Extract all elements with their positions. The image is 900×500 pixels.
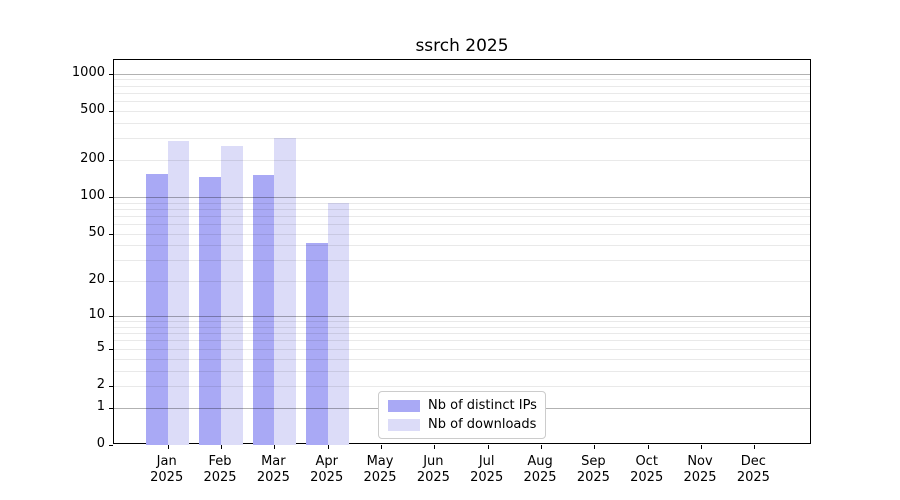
minor-gridline-90 bbox=[114, 202, 810, 204]
y-tick-mark-500 bbox=[109, 110, 113, 112]
y-tick-label-1000: 1000 bbox=[71, 64, 105, 80]
minor-gridline-7 bbox=[114, 333, 810, 335]
x-tick-mark-7 bbox=[541, 445, 543, 449]
minor-gridline-500 bbox=[114, 110, 810, 112]
y-tick-mark-20 bbox=[109, 281, 113, 283]
y-tick-mark-2 bbox=[109, 385, 113, 387]
x-tick-label-0: Jan 2025 bbox=[150, 454, 184, 485]
x-tick-mark-1 bbox=[221, 445, 223, 449]
minor-gridline-60 bbox=[114, 224, 810, 226]
x-tick-label-2: Mar 2025 bbox=[256, 454, 290, 485]
legend-swatch-downloads bbox=[388, 418, 420, 431]
bar-downloads-3 bbox=[327, 202, 350, 445]
y-tick-label-500: 500 bbox=[80, 101, 105, 117]
y-tick-label-100: 100 bbox=[80, 188, 105, 203]
x-tick-label-10: Nov 2025 bbox=[683, 454, 717, 485]
chart-title: ssrch 2025 bbox=[415, 36, 509, 56]
x-tick-label-7: Aug 2025 bbox=[523, 454, 557, 485]
x-tick-mark-6 bbox=[487, 445, 489, 449]
major-gridline-100 bbox=[114, 197, 810, 198]
minor-gridline-900 bbox=[114, 79, 810, 81]
minor-gridline-40 bbox=[114, 245, 810, 247]
minor-gridline-50 bbox=[114, 233, 810, 235]
y-tick-mark-50 bbox=[109, 233, 113, 235]
x-tick-mark-2 bbox=[274, 445, 276, 449]
minor-gridline-9 bbox=[114, 321, 810, 323]
y-tick-mark-0 bbox=[109, 445, 113, 446]
x-tick-label-3: Apr 2025 bbox=[310, 454, 344, 485]
x-tick-mark-3 bbox=[327, 445, 329, 449]
minor-gridline-5 bbox=[114, 348, 810, 350]
minor-gridline-20 bbox=[114, 281, 810, 283]
x-tick-label-9: Oct 2025 bbox=[630, 454, 664, 485]
major-gridline-10 bbox=[114, 316, 810, 318]
y-tick-mark-10 bbox=[109, 316, 113, 318]
legend-swatch-distinct-ips bbox=[388, 399, 420, 412]
x-tick-mark-11 bbox=[754, 445, 756, 449]
y-tick-label-5: 5 bbox=[96, 339, 105, 355]
minor-gridline-6 bbox=[114, 340, 810, 342]
minor-gridline-3 bbox=[114, 370, 810, 372]
minor-gridline-4 bbox=[114, 358, 810, 360]
bar-downloads-2 bbox=[274, 138, 297, 445]
minor-gridline-600 bbox=[114, 101, 810, 103]
y-tick-mark-5 bbox=[109, 348, 113, 350]
y-tick-mark-1 bbox=[109, 407, 113, 409]
bar-downloads-0 bbox=[167, 141, 190, 445]
bar-distinct-ips-2 bbox=[252, 175, 275, 445]
y-tick-label-10: 10 bbox=[88, 307, 105, 323]
legend-entry-distinct-ips: Nb of distinct IPs bbox=[388, 398, 537, 413]
minor-gridline-8 bbox=[114, 326, 810, 328]
y-tick-label-0: 0 bbox=[96, 436, 105, 451]
minor-gridline-2 bbox=[114, 385, 810, 387]
x-tick-label-4: May 2025 bbox=[363, 454, 397, 485]
bar-distinct-ips-1 bbox=[199, 177, 222, 445]
y-tick-label-20: 20 bbox=[88, 272, 105, 288]
legend-entry-downloads: Nb of downloads bbox=[388, 417, 537, 432]
minor-gridline-70 bbox=[114, 215, 810, 217]
bar-distinct-ips-0 bbox=[146, 173, 168, 445]
bar-distinct-ips-3 bbox=[305, 242, 328, 445]
minor-gridline-800 bbox=[114, 85, 810, 87]
legend-label-downloads: Nb of downloads bbox=[428, 417, 537, 432]
y-tick-label-1: 1 bbox=[96, 398, 105, 414]
legend: Nb of distinct IPs Nb of downloads bbox=[378, 391, 546, 439]
bar-downloads-1 bbox=[221, 145, 243, 445]
x-tick-label-5: Jun 2025 bbox=[416, 454, 450, 485]
x-tick-mark-8 bbox=[594, 445, 596, 449]
x-tick-mark-9 bbox=[647, 445, 649, 449]
legend-label-distinct-ips: Nb of distinct IPs bbox=[428, 398, 537, 413]
minor-gridline-30 bbox=[114, 260, 810, 262]
x-tick-mark-10 bbox=[701, 445, 703, 449]
minor-gridline-700 bbox=[114, 92, 810, 94]
x-tick-mark-4 bbox=[381, 445, 383, 449]
y-tick-label-50: 50 bbox=[88, 224, 105, 240]
minor-gridline-400 bbox=[114, 122, 810, 124]
y-tick-label-2: 2 bbox=[96, 376, 105, 392]
y-tick-mark-1000 bbox=[109, 73, 113, 75]
x-tick-label-6: Jul 2025 bbox=[470, 454, 504, 485]
x-tick-label-11: Dec 2025 bbox=[736, 454, 770, 485]
major-gridline-1000 bbox=[114, 73, 810, 75]
minor-gridline-80 bbox=[114, 208, 810, 210]
y-tick-mark-100 bbox=[109, 197, 113, 198]
x-tick-mark-5 bbox=[434, 445, 436, 449]
plot-area bbox=[109, 59, 811, 449]
y-tick-label-200: 200 bbox=[80, 151, 105, 167]
x-tick-label-8: Sep 2025 bbox=[576, 454, 610, 485]
minor-gridline-300 bbox=[114, 138, 810, 140]
x-tick-label-1: Feb 2025 bbox=[203, 454, 237, 485]
y-tick-mark-200 bbox=[109, 160, 113, 162]
x-tick-mark-0 bbox=[167, 445, 169, 449]
minor-gridline-200 bbox=[114, 160, 810, 162]
